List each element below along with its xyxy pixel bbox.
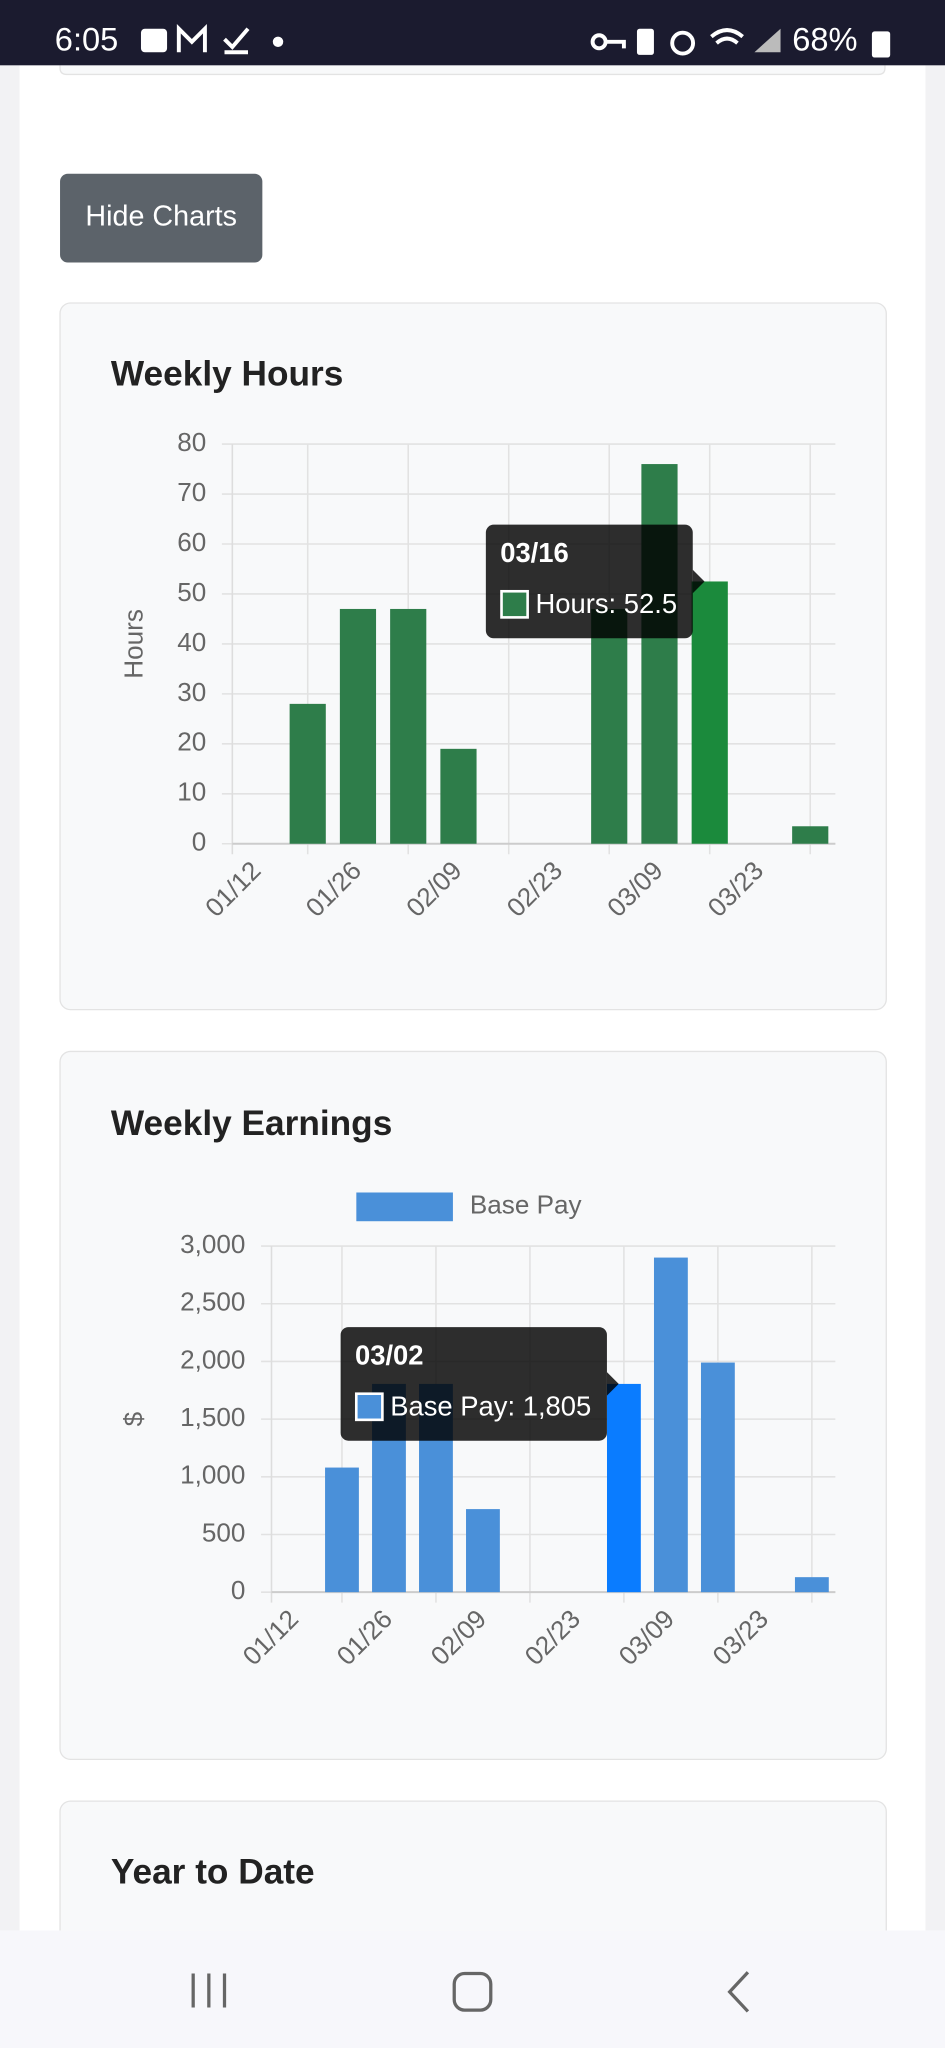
tooltip-label: Hours: 52.5	[535, 588, 677, 619]
bar	[653, 1257, 688, 1593]
y-tick-label: 3,000	[180, 1229, 245, 1259]
tooltip-title: 03/02	[355, 1339, 424, 1370]
tooltip-title: 03/16	[500, 537, 569, 568]
chart-title: Weekly Earnings	[111, 1104, 392, 1143]
gallery-icon	[140, 28, 168, 53]
bar	[591, 608, 628, 844]
y-tick-label: 2,500	[180, 1287, 245, 1317]
y-tick-label: 500	[202, 1517, 246, 1547]
y-tick-label: 70	[177, 477, 206, 507]
bar	[390, 608, 427, 844]
chart-card	[59, 302, 887, 1011]
y-tick-label: 2,000	[180, 1344, 245, 1374]
recents-button[interactable]	[191, 1973, 227, 2008]
ytd-title: Year to Date	[111, 1853, 315, 1892]
battery-icon	[871, 31, 891, 58]
key-icon	[590, 33, 626, 51]
task-icon	[223, 27, 250, 55]
tooltip: 03/16 Hours: 52.5	[485, 524, 705, 639]
battery-saver-icon	[636, 28, 654, 55]
button-label[interactable]: Hide Charts	[85, 201, 237, 233]
bar	[339, 608, 377, 844]
back-button[interactable]	[727, 1971, 750, 2013]
status-time: 6:05	[55, 20, 118, 57]
bar	[466, 1509, 500, 1593]
y-tick-label: 30	[177, 677, 206, 707]
y-tick-label: 0	[192, 827, 207, 857]
bar	[700, 1362, 735, 1593]
tooltip: 03/02 Base Pay: 1,805	[340, 1327, 619, 1441]
previous-card	[59, 65, 886, 76]
home-button[interactable]	[452, 1971, 493, 2012]
chart-title: Weekly Hours	[111, 354, 343, 393]
hide-charts-button[interactable]: Hide Charts	[60, 173, 263, 263]
alarm-icon	[670, 30, 696, 56]
legend-swatch	[356, 1192, 453, 1222]
y-axis-title: $	[119, 1411, 149, 1426]
bar	[325, 1467, 359, 1593]
bar	[792, 826, 829, 844]
bar	[440, 748, 477, 844]
y-tick-label: 80	[177, 427, 206, 457]
y-tick-label: 20	[177, 727, 206, 757]
bar	[289, 703, 326, 844]
y-axis-title: Hours	[119, 609, 149, 679]
button-bg[interactable]	[60, 173, 263, 263]
bar	[641, 464, 678, 844]
y-tick-label: 50	[177, 577, 206, 607]
tooltip-swatch	[500, 589, 529, 619]
tooltip-bg	[485, 524, 693, 639]
tooltip-arrow	[606, 1372, 619, 1396]
y-tick-label: 40	[177, 627, 206, 657]
tooltip-bg	[340, 1327, 607, 1441]
bar	[606, 1383, 641, 1593]
wifi-icon	[710, 28, 744, 45]
y-tick-label: 60	[177, 527, 206, 557]
bar	[691, 581, 728, 844]
y-tick-label: 10	[177, 777, 206, 807]
battery-level: 68%	[792, 20, 857, 57]
nav-bar	[0, 1930, 945, 2048]
mail-icon	[176, 24, 207, 53]
y-tick-label: 0	[231, 1575, 246, 1605]
y-tick-label: 1,000	[180, 1460, 245, 1490]
legend-label: Base Pay	[470, 1190, 582, 1220]
signal-icon	[754, 28, 781, 53]
tooltip-label: Base Pay: 1,805	[390, 1390, 591, 1421]
bar	[794, 1577, 829, 1593]
tooltip-swatch	[354, 1392, 384, 1422]
y-tick-label: 1,500	[180, 1402, 245, 1432]
dot-icon	[272, 36, 284, 48]
tooltip-arrow	[692, 569, 705, 594]
